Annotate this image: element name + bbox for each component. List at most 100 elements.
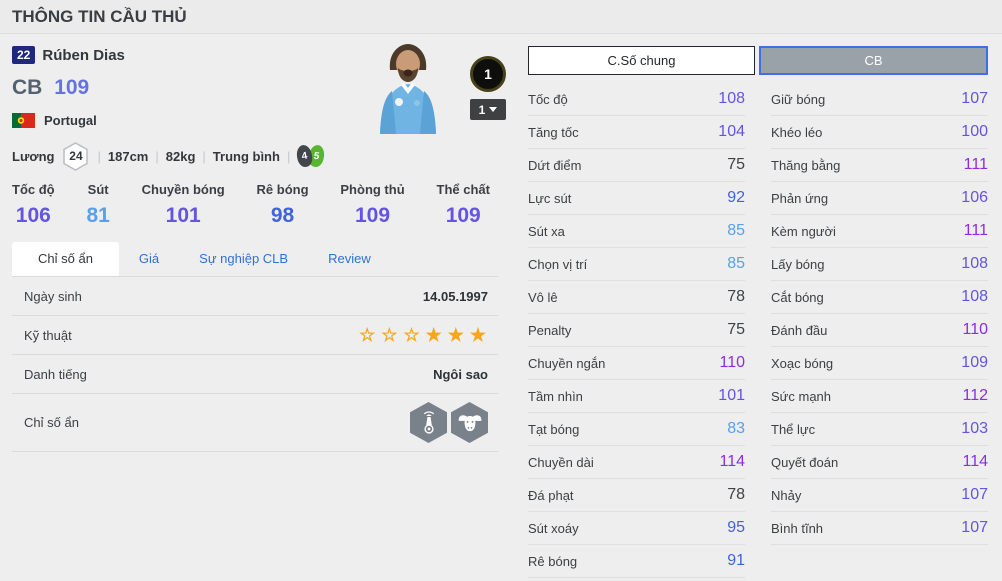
- star-filled-icon: ★: [447, 324, 466, 345]
- tab-position-cb[interactable]: CB: [759, 46, 988, 75]
- stats-column-left: Tốc độ 108 Tăng tốc 104 Dứt điểm 75 Lực sút 92 S…: [528, 83, 745, 578]
- player-body-type: Trung bình: [212, 148, 280, 164]
- stat-row: Bình tĩnh 107: [771, 512, 988, 545]
- stat-label: Đá phạt: [528, 487, 574, 503]
- stat-row: Đá phạt 78: [528, 479, 745, 512]
- stat-row: Sức mạnh 112: [771, 380, 988, 413]
- player-weight: 82kg: [165, 148, 196, 164]
- stat-label: Vô lê: [528, 289, 558, 305]
- stat-row: Cắt bóng 108: [771, 281, 988, 314]
- table-row-value: Ngôi sao: [433, 366, 488, 382]
- stat-value: 104: [718, 123, 745, 140]
- stat-label: Tầm nhìn: [528, 388, 583, 404]
- tab-sự-nghiệp-clb[interactable]: Sự nghiệp CLB: [199, 251, 289, 266]
- divider: |: [97, 148, 101, 164]
- stat-value: 75: [727, 321, 745, 338]
- table-row-label: Danh tiếng: [24, 366, 87, 382]
- tab-general-stats[interactable]: C.Số chung: [528, 46, 755, 75]
- stat-row: Tăng tốc 104: [528, 116, 745, 149]
- chevron-down-icon: [489, 107, 498, 112]
- stat-label: Lực sút: [528, 190, 572, 206]
- salary-badge: 24: [61, 141, 90, 171]
- stat-label: Rê bóng: [528, 553, 578, 569]
- star-filled-icon: ★: [425, 324, 444, 345]
- stat-value: 114: [719, 453, 745, 470]
- stat-row: Sút xoáy 95: [528, 512, 745, 545]
- stat-label: Tốc độ: [528, 91, 568, 107]
- summary-stat-value: 101: [165, 204, 201, 227]
- summary-stat-value: 109: [445, 204, 481, 227]
- player-photo: [368, 40, 448, 134]
- content: 22 Rúben Dias CB 109 Portugal: [0, 34, 1002, 578]
- tab-chỉ-số-ẩn[interactable]: Chỉ số ẩn: [12, 242, 119, 276]
- stat-value: 112: [962, 387, 988, 404]
- stat-row: Thể lực 103: [771, 413, 988, 446]
- detail-stats-panel: C.Số chung CB Tốc độ 108 Tăng tốc 104 Dứt đi…: [528, 34, 988, 578]
- stat-row: Quyết đoán 114: [771, 446, 988, 479]
- player-header: 22 Rúben Dias CB 109 Portugal: [12, 34, 506, 140]
- stat-row: Khéo léo 100: [771, 116, 988, 149]
- summary-stat: Thể chất 109: [437, 182, 490, 234]
- summary-stat-value: 109: [355, 204, 391, 227]
- stat-label: Sút xa: [528, 223, 565, 239]
- star-filled-icon: ★: [469, 324, 488, 345]
- stat-label: Khéo léo: [771, 124, 823, 140]
- table-row: Chỉ số ẩn: [12, 394, 498, 452]
- stat-value: 100: [961, 123, 988, 140]
- summary-stat-label: Phòng thủ: [340, 182, 405, 197]
- stat-label: Quyết đoán: [771, 454, 839, 470]
- page-title: THÔNG TIN CẦU THỦ: [0, 0, 1002, 34]
- stat-label: Giữ bóng: [771, 91, 826, 107]
- lighthouse-icon[interactable]: [410, 402, 447, 443]
- stat-value: 108: [961, 288, 988, 305]
- level-select-value: 1: [478, 102, 486, 117]
- stat-row: Lấy bóng 108: [771, 248, 988, 281]
- info-table: Ngày sinh 14.05.1997 Kỹ thuật ☆ ☆ ☆ ★ ★ ★ Danh ti…: [12, 276, 498, 452]
- stat-label: Chọn vị trí: [528, 256, 588, 272]
- stat-value: 91: [727, 552, 745, 569]
- player-height: 187cm: [107, 148, 149, 164]
- stat-row: Giữ bóng 107: [771, 83, 988, 116]
- stat-label: Kèm người: [771, 223, 836, 239]
- summary-stat-label: Tốc độ: [12, 182, 55, 197]
- stat-value: 114: [962, 453, 988, 470]
- left-column: 22 Rúben Dias CB 109 Portugal: [12, 34, 506, 578]
- stat-label: Đánh đầu: [771, 322, 828, 338]
- summary-stat-label: Rê bóng: [256, 182, 309, 197]
- stat-label: Penalty: [528, 322, 572, 338]
- player-bio-row: Lương 24 | 187cm | 82kg | Trung bình | 4…: [12, 140, 498, 172]
- stat-label: Cắt bóng: [771, 289, 824, 305]
- stat-label: Tăng tốc: [528, 124, 579, 140]
- stat-label: Phản ứng: [771, 190, 829, 206]
- stat-label: Xoạc bóng: [771, 355, 834, 371]
- stat-label: Sức mạnh: [771, 388, 832, 404]
- stat-row: Chuyền dài 114: [528, 446, 745, 479]
- stat-label: Sút xoáy: [528, 520, 579, 536]
- salary-label: Lương: [12, 148, 55, 164]
- tab-review[interactable]: Review: [328, 251, 371, 266]
- table-row-value: [410, 402, 488, 443]
- player-overall-rating: 109: [54, 76, 90, 99]
- stat-value: 107: [961, 519, 988, 536]
- stat-row: Nhảy 107: [771, 479, 988, 512]
- summary-stat: Chuyền bóng 101: [142, 182, 225, 234]
- stat-row: Phản ứng 106: [771, 182, 988, 215]
- table-row-label: Kỹ thuật: [24, 327, 72, 343]
- summary-stat-value: 81: [86, 204, 110, 227]
- level-select-dropdown[interactable]: 1: [470, 99, 506, 120]
- tab-bar: Chỉ số ẩn Giá Sự nghiệp CLB Review: [12, 240, 498, 276]
- divider: |: [155, 148, 159, 164]
- buffalo-icon[interactable]: [451, 402, 488, 443]
- star-outline-icon: ☆: [381, 324, 400, 345]
- stat-value: 107: [961, 486, 988, 503]
- stat-row: Chọn vị trí 85: [528, 248, 745, 281]
- stat-row: Xoạc bóng 109: [771, 347, 988, 380]
- stat-value: 108: [718, 90, 745, 107]
- stat-label: Chuyền ngắn: [528, 355, 606, 371]
- stat-row: Đánh đầu 110: [771, 314, 988, 347]
- tab-giá[interactable]: Giá: [138, 251, 160, 266]
- stat-value: 111: [963, 156, 988, 173]
- table-row: Kỹ thuật ☆ ☆ ☆ ★ ★ ★: [12, 316, 498, 355]
- stat-value: 109: [961, 354, 988, 371]
